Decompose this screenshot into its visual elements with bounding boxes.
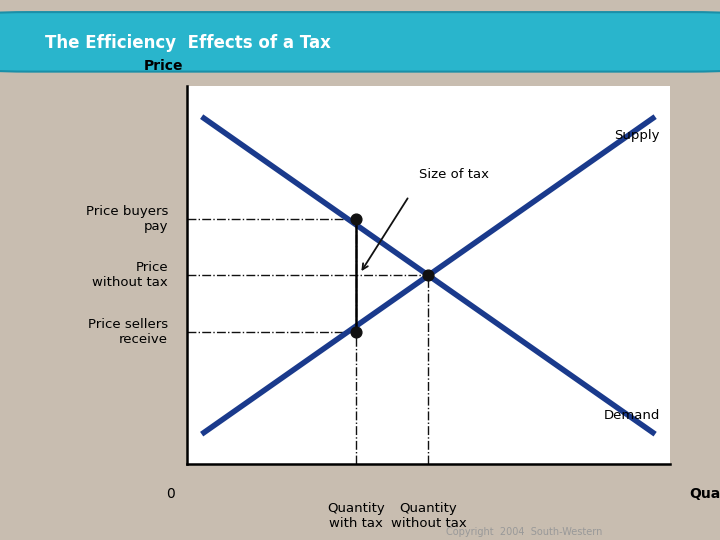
Text: Copyright  2004  South-Western: Copyright 2004 South-Western (446, 527, 603, 537)
Point (351, 328, 362, 336)
Point (351, 214, 362, 223)
Text: 0: 0 (166, 487, 175, 501)
Text: Price buyers
pay: Price buyers pay (86, 205, 168, 233)
Text: The Efficiency  Effects of a Tax: The Efficiency Effects of a Tax (45, 34, 331, 52)
Text: Price
without tax: Price without tax (92, 261, 168, 289)
Point (423, 271, 434, 280)
Text: Price sellers
receive: Price sellers receive (88, 318, 168, 346)
Text: Quantity: Quantity (689, 487, 720, 501)
Text: Quantity
with tax: Quantity with tax (327, 502, 385, 530)
FancyBboxPatch shape (0, 12, 720, 72)
Text: Size of tax: Size of tax (419, 168, 489, 181)
Text: Price: Price (144, 59, 184, 73)
Text: Demand: Demand (603, 409, 660, 422)
Text: Quantity
without tax: Quantity without tax (390, 502, 467, 530)
Text: Supply: Supply (614, 129, 660, 142)
